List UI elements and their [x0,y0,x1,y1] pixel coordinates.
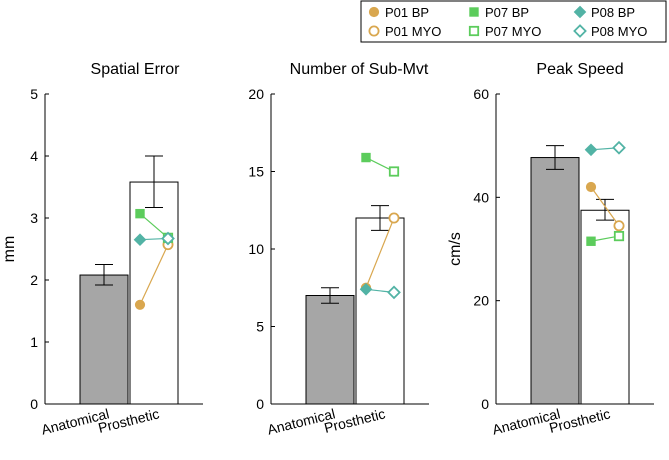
error-bar-prosthetic [596,198,614,221]
participant-p07 [361,152,400,177]
legend-label: P01 MYO [385,24,441,39]
chart-title: Peak Speed [536,61,623,78]
legend-label: P01 BP [385,5,429,20]
point-p01-bp [585,181,597,193]
legend-marker-circle [368,6,380,18]
legend-entry-p07-myo: P07 MYO [468,24,541,39]
y-tick-label: 4 [30,148,38,164]
legend-marker-square [468,25,480,37]
point-p08-bp [133,233,147,247]
chart-panel-1: Spatial Errormm012345AnatomicalProstheti… [1,61,203,438]
legend-entry-p08-myo: P08 MYO [573,24,647,39]
legend-marker-diamond [573,24,587,38]
participant-connector [139,244,169,306]
error-bar-anatomical [546,145,564,170]
point-p01-bp [134,299,146,310]
bar-anatomical [305,295,355,405]
point-p07-bp [586,236,596,246]
legend-entry-p01-bp: P01 BP [368,5,429,20]
legend-marker-diamond [573,5,587,19]
legend-marker-circle [368,25,380,37]
point-p08-bp [584,143,598,157]
y-tick-label: 20 [248,86,264,102]
chart-panels: Spatial Errormm012345AnatomicalProstheti… [1,61,654,438]
chart-panel-3: Peak Speedcm/s0204060AnatomicalProstheti… [447,61,654,438]
y-tick-label: 20 [473,293,489,309]
error-bar-prosthetic [145,155,163,208]
point-p08-myo [612,140,626,155]
point-p07-myo [613,230,625,242]
y-tick-label: 15 [248,164,264,180]
point-p01-myo [388,212,400,224]
participant-p08 [359,282,401,300]
participant-p07 [586,230,625,246]
legend-entry-p08-bp: P08 BP [573,5,635,20]
point-p08-myo [387,285,401,300]
point-p07-myo [388,166,400,177]
point-p08-bp [359,282,373,296]
chart-title: Number of Sub-Mvt [290,61,429,78]
point-p01-myo [613,220,625,232]
bar-anatomical [530,157,580,405]
bar-anatomical [79,274,129,405]
y-axis-label: cm/s [447,232,464,266]
error-bar-anatomical [95,264,113,286]
point-p07-bp [135,208,145,219]
y-tick-label: 0 [256,396,264,412]
legend-label: P08 BP [591,5,635,20]
y-tick-label: 10 [248,241,264,257]
participant-connector [590,186,620,227]
point-p08-myo [161,231,175,246]
chart-panel-2: Number of Sub-Mvt05101520AnatomicalProst… [248,61,429,438]
y-tick-label: 0 [481,396,489,412]
y-tick-label: 60 [473,86,489,102]
legend-label: P07 BP [485,5,529,20]
y-tick-label: 0 [30,396,38,412]
y-tick-label: 2 [30,272,38,288]
point-p07-bp [361,152,371,163]
y-tick-label: 3 [30,210,38,226]
legend-label: P08 MYO [591,24,647,39]
y-tick-label: 1 [30,334,38,350]
legend-entry-p07-bp: P07 BP [469,5,529,20]
legend: P01 BP P07 BP P08 BP P01 MYO P07 MYO P08 MYO [360,0,667,43]
bar-prosthetic [355,217,405,405]
y-tick-label: 5 [256,319,264,335]
legend-label: P07 MYO [485,24,541,39]
participant-p08 [584,140,626,157]
chart-title: Spatial Error [91,61,181,78]
bar-prosthetic [129,181,179,405]
legend-marker-square [469,7,479,17]
participant-connector [365,217,395,288]
legend-entry-p01-myo: P01 MYO [368,24,441,39]
y-tick-label: 5 [30,86,38,102]
legend-box [360,0,667,43]
participant-p08 [133,231,175,247]
error-bar-anatomical [321,287,339,304]
participant-p01 [585,181,625,232]
y-axis-label: mm [1,236,18,263]
error-bar-prosthetic [371,205,389,231]
y-tick-label: 40 [473,189,489,205]
